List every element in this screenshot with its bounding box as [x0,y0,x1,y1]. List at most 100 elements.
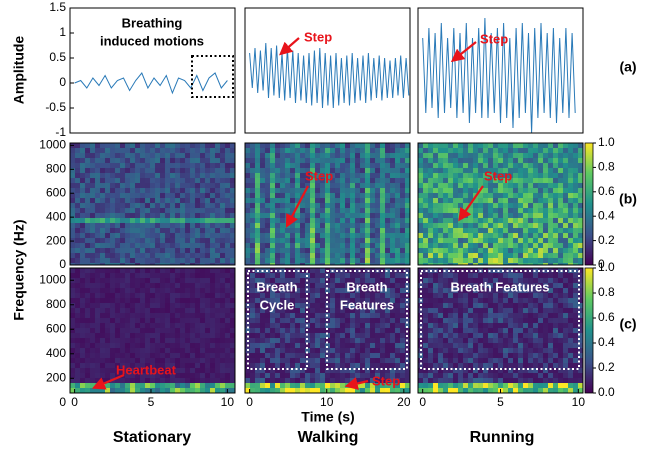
waveform [75,73,228,93]
spectrogram-cell [533,273,539,279]
spectrogram-cell [375,203,381,209]
y-tick-label: 0 [59,395,66,409]
spectrogram-cell [423,158,429,164]
spectrogram-cell [145,328,151,334]
spectrogram-cell [85,153,91,159]
spectrogram-cell [175,253,181,259]
y-tick-label: 600 [46,321,66,335]
spectrogram-cell [558,328,564,334]
spectrogram-cell [573,358,579,364]
spectrogram-cell [463,323,469,329]
spectrogram-cell [463,273,469,279]
spectrogram-cell [518,318,524,324]
spectrogram-cell [120,268,126,274]
spectrogram-cell [120,208,126,214]
spectrogram-cell [310,183,316,189]
spectrogram-cell [360,173,366,179]
spectrogram-cell [85,178,91,184]
spectrogram-cell [335,183,341,189]
spectrogram-cell [130,228,136,234]
spectrogram-cell [533,188,539,194]
spectrogram-cell [513,233,519,239]
spectrogram-cell [355,153,361,159]
spectrogram-cell [90,278,96,284]
spectrogram-cell [518,308,524,314]
spectrogram-cell [483,213,489,219]
spectrogram-cell [468,248,474,254]
spectrogram-cell [160,168,166,174]
spectrogram-cell [365,313,371,319]
spectrogram-cell [350,183,356,189]
spectrogram-cell [365,358,371,364]
spectrogram-cell [463,253,469,259]
spectrogram-cell [350,223,356,229]
spectrogram-cell [175,248,181,254]
spectrogram-cell [165,173,171,179]
spectrogram-cell [365,163,371,169]
spectrogram-cell [418,158,424,164]
spectrogram-cell [255,348,261,354]
spectrogram-cell [130,278,136,284]
spectrogram-cell [463,363,469,369]
spectrogram-cell [160,383,166,389]
spectrogram-cell [443,323,449,329]
spectrogram-cell [453,273,459,279]
spectrogram-cell [160,238,166,244]
spectrogram-cell [105,173,111,179]
spectrogram-cell [400,158,406,164]
spectrogram-cell [428,248,434,254]
spectrogram-cell [190,343,196,349]
spectrogram-cell [518,143,524,149]
spectrogram-cell [548,318,554,324]
spectrogram-cell [270,193,276,199]
spectrogram-cell [458,353,464,359]
spectrogram-cell [418,383,424,389]
spectrogram-cell [330,158,336,164]
spectrogram-cell [423,288,429,294]
spectrogram-cell [140,243,146,249]
spectrogram-cell [180,328,186,334]
spectrogram-cell [105,363,111,369]
spectrogram-cell [275,178,281,184]
spectrogram-cell [508,148,514,154]
spectrogram-cell [568,298,574,304]
spectrogram-cell [443,173,449,179]
spectrogram-cell [290,313,296,319]
spectrogram-cell [360,338,366,344]
spectrogram-cell [130,153,136,159]
spectrogram-cell [175,223,181,229]
spectrogram-cell [210,313,216,319]
spectrogram-cell [260,168,266,174]
spectrogram-cell [140,183,146,189]
spectrogram-cell [105,253,111,259]
spectrogram-cell [170,348,176,354]
spectrogram-cell [265,188,271,194]
spectrogram-cell [250,308,256,314]
spectrogram-cell [325,228,331,234]
spectrogram-cell [135,173,141,179]
spectrogram-cell [250,258,256,264]
spectrogram-cell [70,378,76,384]
spectrogram-cell [205,208,211,214]
spectrogram-cell [370,213,376,219]
spectrogram-cell [385,348,391,354]
spectrogram-cell [438,228,444,234]
spectrogram-cell [478,168,484,174]
spectrogram-cell [453,333,459,339]
spectrogram-cell [315,223,321,229]
spectrogram-cell [220,168,226,174]
spectrogram-cell [210,298,216,304]
spectrogram-cell [483,328,489,334]
spectrogram-cell [473,248,479,254]
spectrogram-cell [290,343,296,349]
spectrogram-cell [100,348,106,354]
spectrogram-cell [215,268,221,274]
spectrogram-cell [265,373,271,379]
spectrogram-cell [478,148,484,154]
spectrogram-cell [180,158,186,164]
spectrogram-cell [423,253,429,259]
spectrogram-cell [443,333,449,339]
spectrogram-cell [568,273,574,279]
spectrogram-cell [568,343,574,349]
spectrogram-cell [205,158,211,164]
